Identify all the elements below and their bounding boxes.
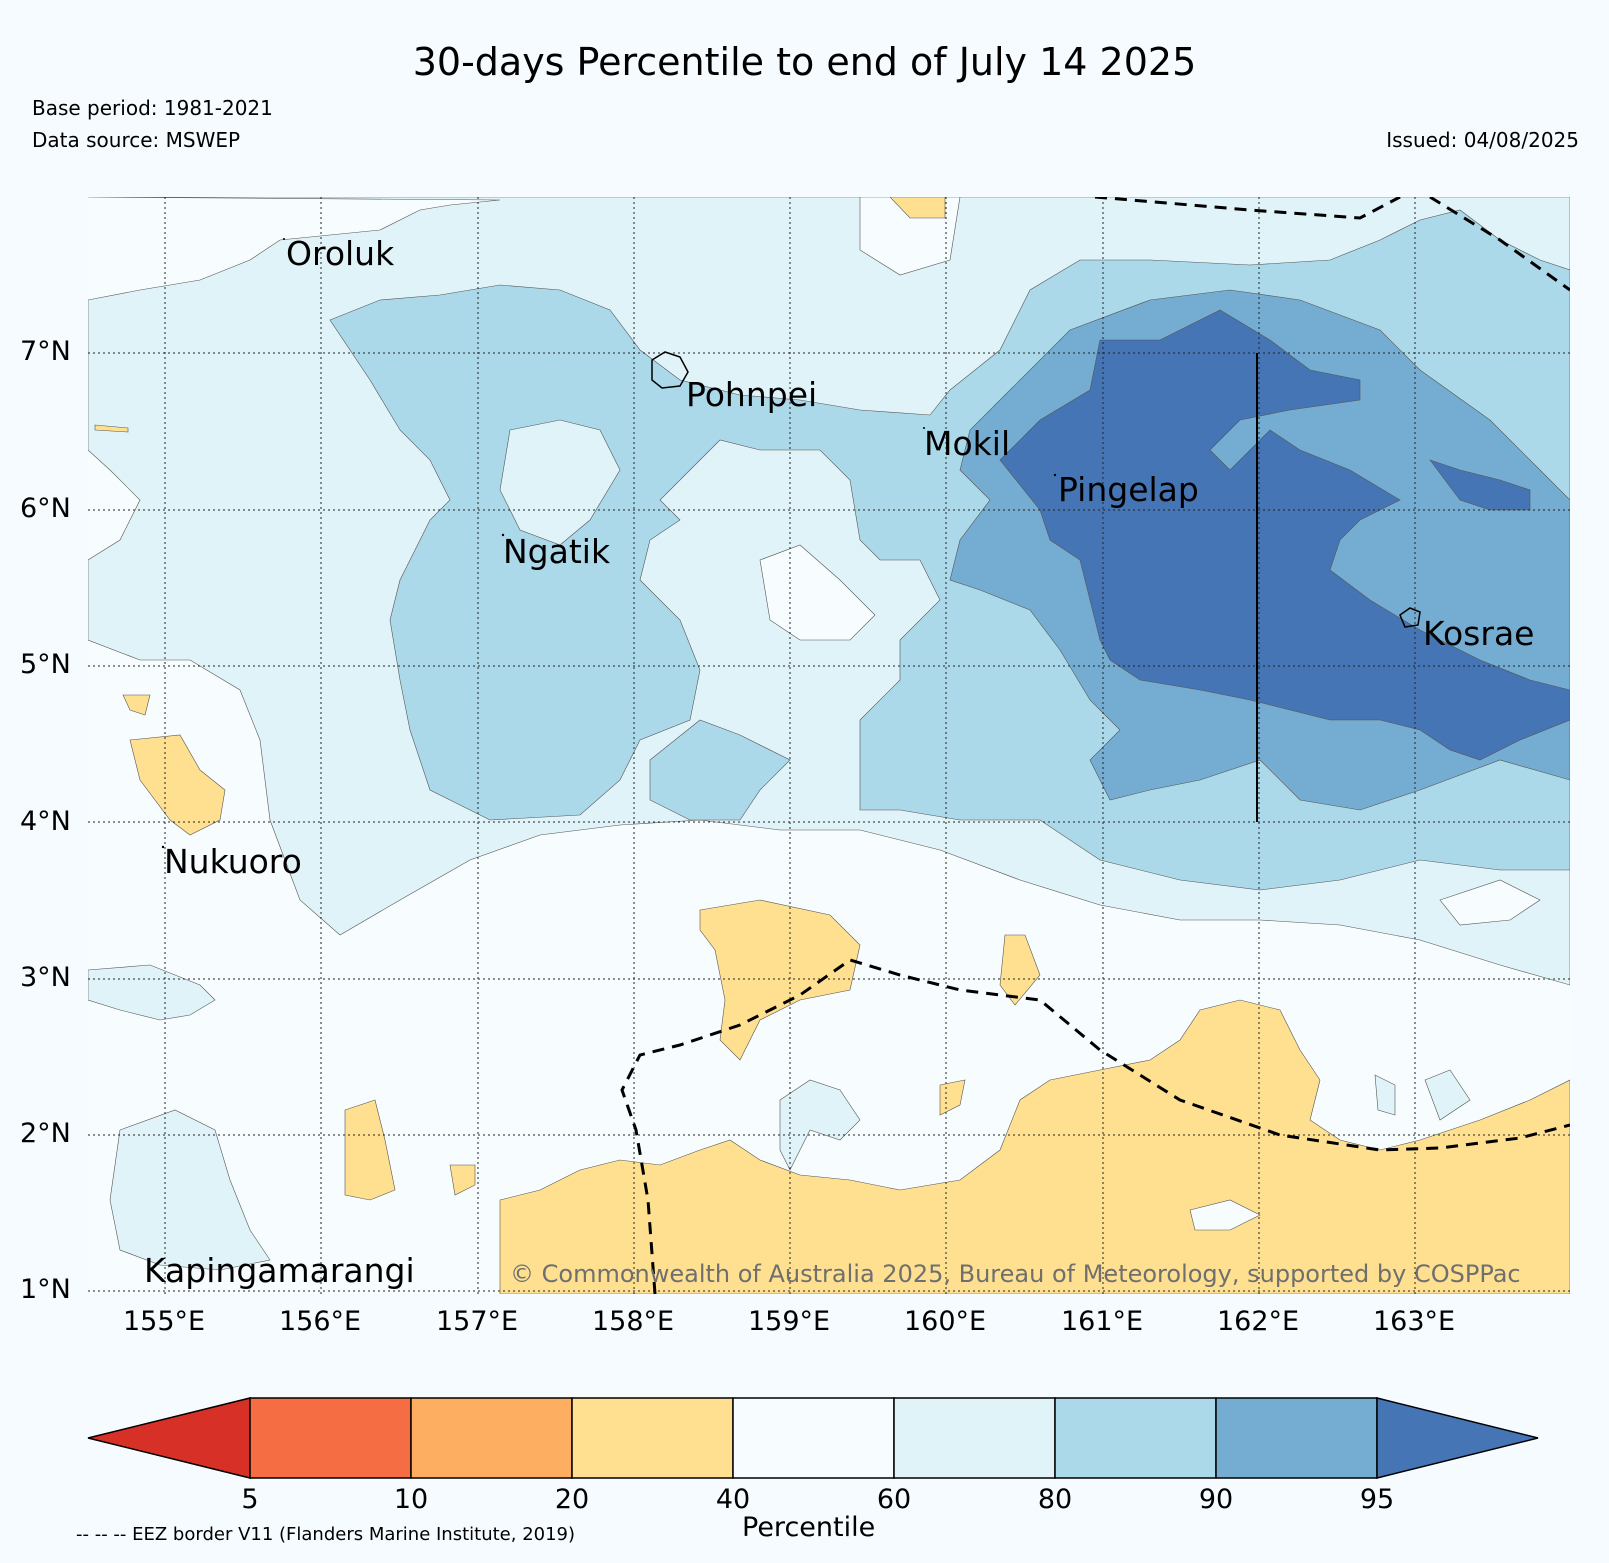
base-period-label: Base period: 1981-2021 (32, 96, 273, 120)
region-40-60 (759, 544, 876, 641)
place-label-mokil: Mokil (924, 424, 1011, 463)
graticule (88, 197, 1570, 1294)
region-40-60 (1189, 1199, 1261, 1231)
eez-border (620, 197, 1570, 1294)
colorbar-tick-label: 10 (393, 1484, 429, 1515)
lon-tick-label: 161°E (1061, 1306, 1144, 1337)
colorbar-segment (1215, 1397, 1378, 1479)
colorbar-arrow-low (87, 1397, 251, 1479)
region-20-40 (499, 999, 1570, 1294)
colorbar-tick-label: 20 (554, 1484, 590, 1515)
region-20-40 (122, 694, 151, 716)
colorbar-tick-label: 80 (1037, 1484, 1073, 1515)
lon-tick-label: 160°E (904, 1306, 987, 1337)
lat-tick-label: 7°N (20, 336, 71, 367)
region-60-80 (109, 1109, 271, 1271)
region-20-40 (699, 899, 861, 1061)
colorbar-segment (893, 1397, 1056, 1479)
region-60-80 (1424, 1069, 1471, 1121)
region-80-90 (649, 719, 791, 821)
place-label-nukuoro: Nukuoro (164, 842, 302, 881)
colorbar-segment (249, 1397, 412, 1479)
copyright-notice: © Commonwealth of Australia 2025, Bureau… (510, 1260, 1521, 1288)
mokil-island (923, 427, 925, 429)
region-20-40 (94, 424, 129, 433)
data-source-label: Data source: MSWEP (32, 128, 241, 152)
region-60-80 (779, 1079, 861, 1171)
place-label-ngatik: Ngatik (503, 532, 611, 571)
region-20-40 (344, 1099, 396, 1201)
colorbar-segment (1054, 1397, 1217, 1479)
colorbar-tick-label: 5 (241, 1484, 259, 1515)
region-20-40 (889, 197, 946, 219)
lon-tick-label: 157°E (436, 1306, 519, 1337)
lat-tick-label: 3°N (20, 962, 71, 993)
region-20-40 (129, 734, 226, 836)
colorbar-segment (732, 1397, 895, 1479)
colorbar-tick-label: 40 (715, 1484, 751, 1515)
lon-tick-label: 155°E (123, 1306, 206, 1337)
lon-tick-label: 162°E (1217, 1306, 1300, 1337)
lon-tick-label: 156°E (279, 1306, 362, 1337)
region-20-40 (999, 934, 1041, 1006)
issued-date-label: Issued: 04/08/2025 (1386, 128, 1579, 152)
region-above-95 (1429, 459, 1531, 511)
colorbar-arrow-high (1376, 1397, 1539, 1479)
kosrae-island (1399, 607, 1421, 628)
eez-border-note: -- -- -- EEZ border V11 (Flanders Marine… (76, 1524, 576, 1545)
region-40-60 (1439, 879, 1541, 926)
region-above-95 (999, 309, 1570, 761)
ngatik-island (501, 533, 505, 537)
colorbar-tick-label: 95 (1359, 1484, 1395, 1515)
colorbar-tick-label: 90 (1198, 1484, 1234, 1515)
region-60-80 (1374, 1074, 1396, 1116)
place-label-pingelap: Pingelap (1058, 470, 1199, 509)
colorbar-label: Percentile (742, 1512, 876, 1543)
oroluk-island (283, 238, 285, 240)
pohnpei-island (651, 351, 689, 389)
lat-tick-label: 6°N (20, 493, 71, 524)
nukuoro-island (161, 845, 165, 849)
lon-tick-label: 159°E (748, 1306, 831, 1337)
lat-tick-label: 4°N (20, 806, 71, 837)
place-label-kosrae: Kosrae (1423, 614, 1535, 653)
lat-tick-label: 5°N (20, 649, 71, 680)
colorbar-segment (410, 1397, 573, 1479)
pingelap-island (1053, 473, 1057, 477)
lon-tick-label: 158°E (592, 1306, 675, 1337)
place-label-pohnpei: Pohnpei (686, 375, 818, 414)
lat-tick-label: 1°N (20, 1274, 71, 1305)
region-20-40 (449, 1164, 476, 1196)
lon-tick-label: 163°E (1373, 1306, 1456, 1337)
lat-tick-label: 2°N (20, 1118, 71, 1149)
place-label-kapingamarangi: Kapingamarangi (144, 1251, 415, 1290)
colorbar-segment (571, 1397, 734, 1479)
region-60-80 (499, 419, 621, 546)
map-title: 30-days Percentile to end of July 14 202… (412, 40, 1197, 84)
place-label-oroluk: Oroluk (286, 234, 395, 273)
colorbar-tick-label: 60 (876, 1484, 912, 1515)
